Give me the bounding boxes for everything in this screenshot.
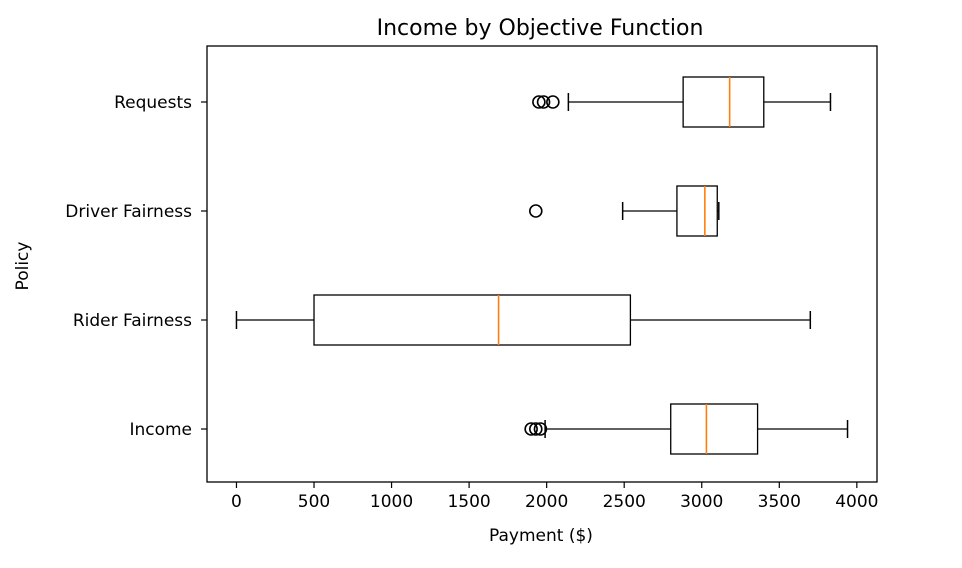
x-tick-label: 0 [231, 492, 242, 512]
x-tick-label: 1000 [370, 492, 413, 512]
box-iqr [670, 403, 759, 455]
outlier-point [546, 95, 560, 109]
outlier-point [533, 422, 548, 436]
box-iqr [313, 294, 632, 346]
outlier-point [528, 422, 543, 436]
outlier-point [532, 95, 546, 109]
x-tick-label: 1500 [447, 492, 490, 512]
boxes-layer [235, 76, 849, 455]
x-tick-label: 2000 [525, 492, 568, 512]
outlier-point [524, 422, 538, 436]
x-tick-label: 4000 [835, 492, 878, 512]
x-tick-label: 3000 [680, 492, 723, 512]
y-tick-label: Driver Fairness [65, 202, 192, 222]
x-tick-label: 500 [298, 492, 330, 512]
box-driver-fairness [528, 185, 720, 237]
x-axis-label: Payment ($) [489, 526, 593, 546]
y-tick-label: Rider Fairness [73, 311, 192, 331]
outlier-point [536, 95, 551, 109]
x-tick-label: 2500 [603, 492, 646, 512]
x-tick-label: 3500 [758, 492, 801, 512]
plot-area [206, 45, 878, 483]
box-rider-fairness [235, 294, 812, 346]
box-requests [532, 76, 832, 128]
box-iqr [676, 185, 718, 237]
outlier-point [528, 204, 543, 218]
box-income [524, 403, 849, 455]
x-axis: 0 500 1000 1500 2000 2500 3000 3500 4000 [231, 482, 878, 512]
box-iqr [682, 76, 765, 128]
y-tick-label: Income [129, 420, 192, 440]
chart-title: Income by Objective Function [377, 16, 704, 41]
y-axis-label: Policy [13, 242, 33, 291]
y-tick-label: Requests [114, 93, 192, 113]
y-axis: Income Rider Fairness Driver Fairness Reque… [65, 93, 207, 440]
